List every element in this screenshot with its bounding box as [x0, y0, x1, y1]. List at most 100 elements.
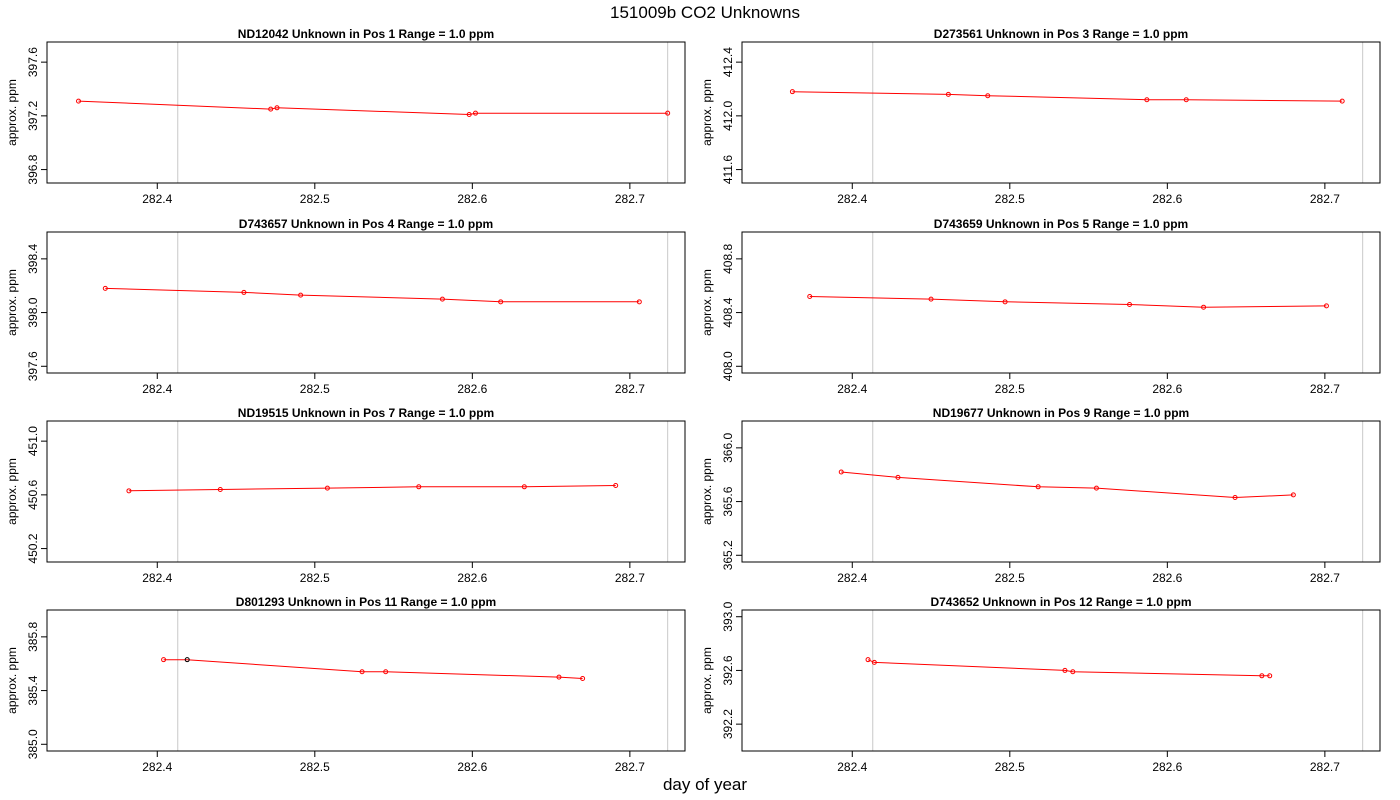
data-point: [1002, 299, 1008, 305]
y-axis-label: approx. ppm: [5, 79, 19, 146]
x-tick-label: 282.5: [995, 760, 1025, 774]
data-point: [1183, 97, 1189, 103]
data-point: [184, 657, 190, 663]
y-tick-label: 408.8: [721, 244, 735, 274]
data-point: [665, 110, 671, 116]
series-line: [163, 659, 583, 679]
series-line: [841, 471, 1294, 499]
data-point: [789, 89, 795, 95]
y-axis-label: approx. ppm: [5, 647, 19, 714]
x-tick-label: 282.5: [300, 192, 330, 206]
panel-title: D743657 Unknown in Pos 4 Range = 1.0 ppm: [239, 217, 493, 231]
panel-title: ND19677 Unknown in Pos 9 Range = 1.0 ppm: [933, 406, 1189, 420]
x-tick-label: 282.7: [1310, 760, 1340, 774]
x-tick-label: 282.7: [1310, 192, 1340, 206]
panel-title: D801293 Unknown in Pos 11 Range = 1.0 pp…: [236, 595, 496, 609]
series-line: [867, 659, 1270, 677]
x-tick-label: 282.4: [142, 760, 172, 774]
data-point: [807, 293, 813, 299]
plot-frame: [46, 420, 686, 563]
data-point: [1339, 98, 1345, 104]
data-point: [76, 98, 82, 104]
data-point: [383, 669, 389, 675]
x-tick-label: 282.4: [142, 382, 172, 396]
data-point: [1070, 669, 1076, 675]
x-tick-label: 282.6: [1152, 760, 1182, 774]
panel-title: D273561 Unknown in Pos 3 Range = 1.0 ppm: [934, 27, 1188, 41]
x-tick-label: 282.7: [615, 382, 645, 396]
data-point: [466, 112, 472, 118]
data-point: [324, 485, 330, 491]
panel-8: D743652 Unknown in Pos 12 Range = 1.0 pp…: [700, 595, 1381, 774]
plot-frame: [741, 231, 1381, 374]
y-axis-label: approx. ppm: [700, 79, 714, 146]
data-point: [613, 482, 619, 488]
x-tick-label: 282.5: [300, 571, 330, 585]
x-tick-label: 282.5: [995, 382, 1025, 396]
data-point: [359, 669, 365, 675]
x-tick-label: 282.6: [457, 571, 487, 585]
panel-2: D273561 Unknown in Pos 3 Range = 1.0 ppm…: [700, 27, 1381, 206]
data-point: [838, 469, 844, 475]
data-point: [1035, 484, 1041, 490]
data-point: [1127, 302, 1133, 308]
y-tick-label: 393.0: [721, 601, 735, 631]
panel-title: ND19515 Unknown in Pos 7 Range = 1.0 ppm: [238, 406, 494, 420]
x-tick-label: 282.6: [457, 192, 487, 206]
x-tick-label: 282.5: [300, 760, 330, 774]
data-point: [1144, 97, 1150, 103]
series-line: [809, 296, 1327, 308]
y-tick-label: 397.2: [26, 101, 40, 131]
x-tick-label: 282.4: [837, 382, 867, 396]
x-tick-label: 282.5: [995, 192, 1025, 206]
y-tick-label: 398.4: [26, 244, 40, 274]
y-tick-label: 450.2: [26, 533, 40, 563]
y-tick-label: 365.2: [721, 540, 735, 570]
y-tick-label: 411.6: [721, 155, 735, 184]
x-tick-label: 282.6: [1152, 571, 1182, 585]
data-point: [871, 659, 877, 665]
data-point: [1267, 673, 1273, 679]
series-line: [128, 485, 616, 492]
x-axis-label: day of year: [662, 775, 748, 794]
data-point: [1290, 492, 1296, 498]
y-tick-label: 392.6: [721, 655, 735, 685]
plot-frame: [46, 41, 686, 184]
data-point: [126, 488, 132, 494]
y-tick-label: 396.8: [26, 154, 40, 184]
data-point: [985, 93, 991, 99]
panel-title: D743659 Unknown in Pos 5 Range = 1.0 ppm: [934, 217, 1188, 231]
y-tick-label: 412.0: [721, 101, 735, 131]
data-point: [1093, 485, 1099, 491]
data-point: [268, 106, 274, 112]
series-line: [792, 91, 1343, 102]
panel-1: ND12042 Unknown in Pos 1 Range = 1.0 ppm…: [5, 27, 686, 206]
data-point: [274, 105, 280, 111]
data-point: [1062, 667, 1068, 673]
data-point: [1259, 673, 1265, 679]
data-point: [217, 486, 223, 492]
panel-5: ND19515 Unknown in Pos 7 Range = 1.0 ppm…: [5, 406, 686, 585]
data-point: [521, 484, 527, 490]
x-tick-label: 282.7: [1310, 571, 1340, 585]
panel-4: D743659 Unknown in Pos 5 Range = 1.0 ppm…: [700, 217, 1381, 396]
series-line: [78, 100, 668, 116]
y-tick-label: 397.6: [26, 351, 40, 381]
page-title: 151009b CO2 Unknowns: [610, 3, 800, 22]
data-point: [498, 299, 504, 305]
y-axis-label: approx. ppm: [700, 458, 714, 525]
x-tick-label: 282.4: [837, 571, 867, 585]
data-point: [1232, 495, 1238, 501]
x-tick-label: 282.6: [1152, 382, 1182, 396]
y-tick-label: 412.4: [721, 47, 735, 77]
x-tick-label: 282.4: [142, 571, 172, 585]
data-point: [636, 299, 642, 305]
data-point: [928, 296, 934, 302]
series-line: [105, 287, 640, 303]
y-tick-label: 397.6: [26, 47, 40, 77]
y-tick-label: 408.4: [721, 297, 735, 327]
x-tick-label: 282.4: [142, 192, 172, 206]
plot-frame: [741, 41, 1381, 184]
x-tick-label: 282.7: [615, 192, 645, 206]
